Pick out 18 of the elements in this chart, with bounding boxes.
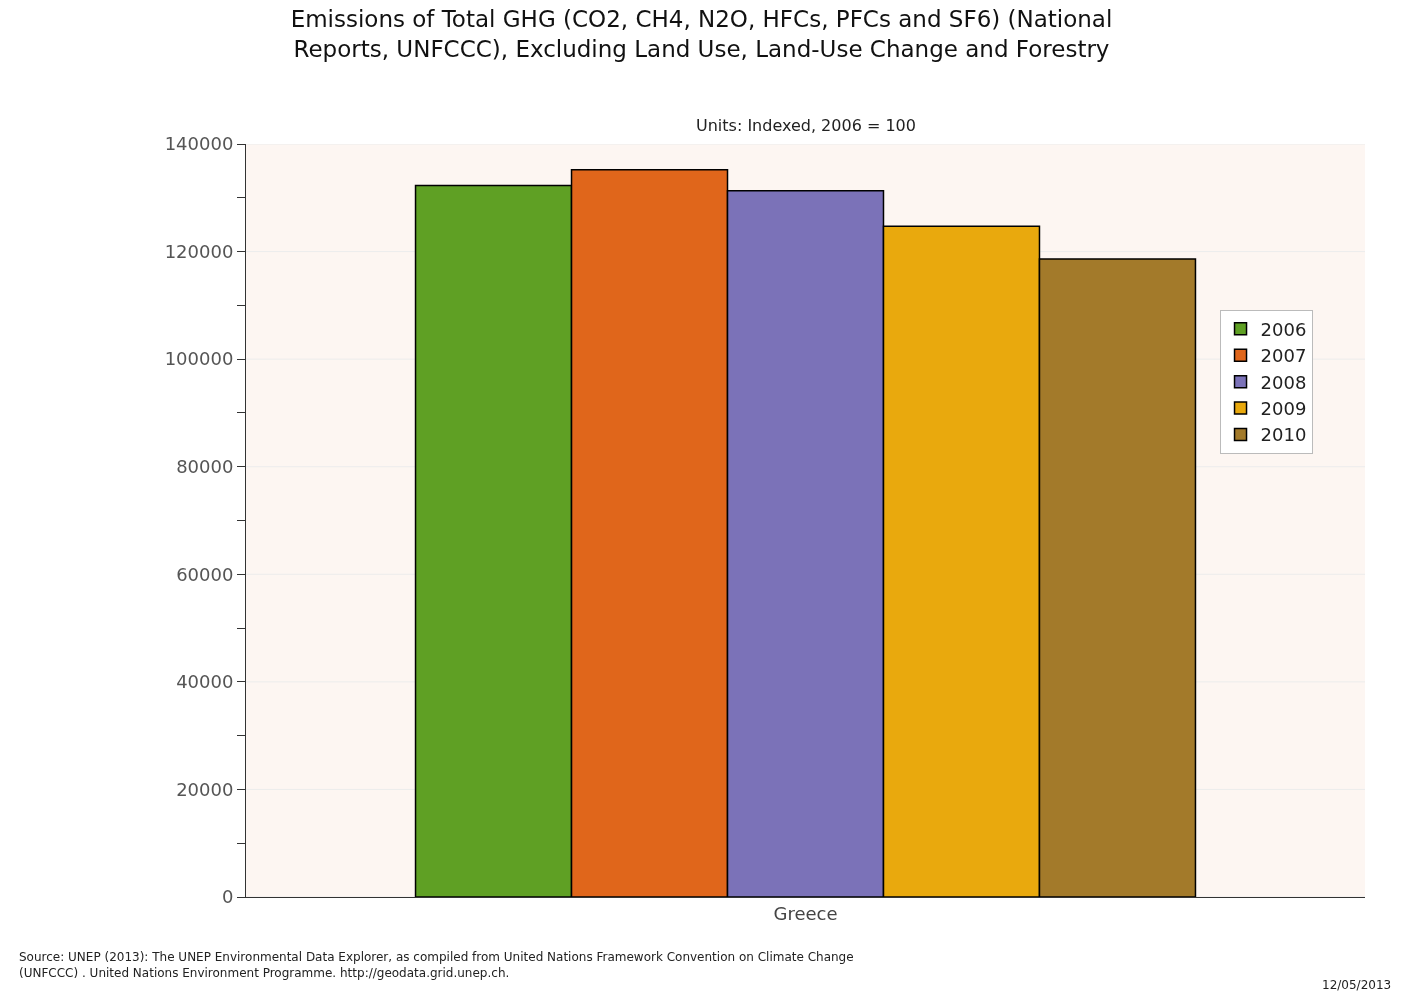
y-tick-label: 20000 (176, 778, 234, 800)
chart-subtitle: Units: Indexed, 2006 = 100 (696, 116, 916, 135)
legend-label: 2009 (1260, 398, 1307, 420)
y-tick-label: 60000 (176, 563, 234, 585)
y-tick-label: 40000 (176, 671, 234, 693)
y-tick-label: 100000 (164, 348, 234, 370)
y-tick-label: 120000 (164, 240, 234, 262)
y-tick-label: 80000 (176, 456, 234, 478)
y-tick-label: 0 (221, 886, 234, 908)
legend-label: 2006 (1260, 318, 1307, 340)
x-tick-label: Greece (773, 902, 838, 924)
chart-title: Emissions of Total GHG (CO2, CH4, N2O, HFCs, PFCs and SF6) (National Reports, UNFCCC), Excluding Land Use, Land-Use Change and Forestry (290, 5, 1113, 62)
source-note: Source: UNEP (2013): The UNEP Environmental Data Explorer, as compiled from United Nations Framework Convention on Climate Change (UNFCCC) . United Nations Environment Programme. http://geodata.grid.unep.ch. (19, 950, 854, 980)
legend-label: 2010 (1260, 424, 1307, 446)
legend-label: 2007 (1260, 345, 1307, 367)
text: 12/05/2013 (1322, 978, 1392, 992)
y-tick-label: 140000 (164, 133, 234, 155)
legend-label: 2008 (1260, 371, 1307, 393)
